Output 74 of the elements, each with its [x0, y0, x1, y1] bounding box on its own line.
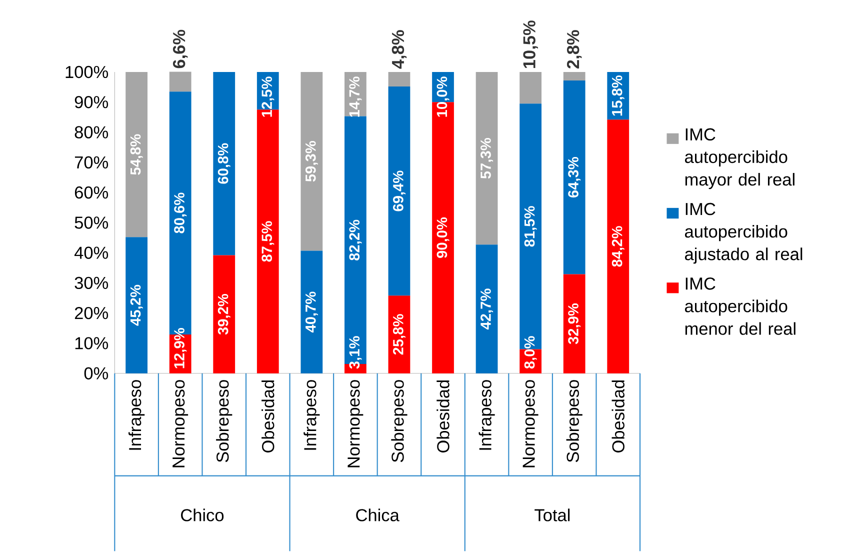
data-label: 64,3%: [568, 156, 581, 198]
data-label: 8,0%: [524, 336, 537, 369]
data-label: 42,7%: [480, 288, 494, 330]
data-label: 32,9%: [568, 303, 581, 344]
bar: [563, 72, 586, 80]
x-tick-label: Obesidad: [612, 380, 624, 452]
bar: [476, 244, 498, 374]
bar: [388, 72, 410, 86]
legend-label: IMC autopercibido ajustado al real: [685, 202, 802, 264]
data-label: 60,8%: [218, 143, 230, 184]
y-tick-label: 60%: [74, 186, 108, 199]
x-tick-label: Sobrepeso: [216, 380, 232, 462]
data-label: 69,4%: [393, 170, 406, 212]
bar: [388, 86, 410, 296]
y-tick-label: 80%: [74, 126, 108, 138]
data-label: 59,3%: [305, 141, 318, 182]
bar: [563, 274, 586, 374]
bar: [520, 72, 542, 104]
bar: [476, 72, 498, 245]
data-label: 15,8%: [612, 75, 624, 116]
data-label: 10,0%: [436, 76, 450, 117]
y-tick-label: 20%: [74, 306, 108, 320]
data-label: 4,8%: [392, 30, 407, 69]
y-tick-label: 30%: [74, 276, 108, 290]
x-tick-label: Sobrepeso: [566, 380, 582, 462]
data-label: 81,5%: [524, 206, 537, 247]
bar: [213, 255, 236, 374]
data-label: 6,6%: [172, 30, 188, 68]
text: Chico: [181, 508, 224, 522]
y-tick-label: 0%: [84, 367, 108, 380]
data-label: 82,2%: [349, 220, 362, 260]
bar: [607, 120, 630, 374]
data-label: 80,6%: [174, 192, 187, 234]
data-label: 87,5%: [262, 221, 274, 262]
x-tick-label: Normopeso: [522, 380, 538, 468]
data-label: 90,0%: [436, 217, 450, 258]
x-tick-label: Normopeso: [172, 380, 188, 468]
y-tick-label: 90%: [74, 96, 108, 108]
y-tick-label: 10%: [75, 337, 108, 350]
data-label: 84,2%: [612, 226, 624, 267]
data-label: 40,7%: [305, 292, 318, 332]
bar: [126, 237, 148, 374]
data-label: 12,5%: [262, 76, 274, 117]
text: Total: [534, 508, 570, 522]
bar: [300, 250, 323, 374]
data-label: 12,9%: [174, 328, 187, 368]
data-label: 3,1%: [349, 336, 362, 369]
bar: [169, 72, 192, 92]
x-tick-label: Infrapeso: [304, 380, 320, 450]
x-tick-label: Infrapeso: [478, 380, 495, 450]
bar: [213, 72, 236, 256]
data-label: 25,8%: [393, 314, 406, 355]
bar: [126, 72, 148, 238]
x-tick-label: Infrapeso: [128, 380, 145, 450]
bar: [563, 80, 586, 274]
data-label: 45,2%: [130, 284, 143, 326]
data-label: 2,8%: [566, 30, 582, 68]
x-tick-label: Obesidad: [436, 380, 450, 452]
y-tick-label: 50%: [74, 216, 108, 229]
bar: [300, 72, 323, 251]
x-tick-label: Obesidad: [262, 380, 274, 452]
legend-label: IMC autopercibido mayor del real: [685, 128, 794, 190]
data-label: 10,5%: [523, 20, 538, 68]
data-label: 57,3%: [480, 138, 494, 179]
x-tick-label: Sobrepeso: [391, 380, 408, 462]
data-label: 54,8%: [130, 134, 143, 175]
y-tick-label: 100%: [66, 66, 108, 78]
data-label: 39,2%: [218, 294, 230, 335]
y-tick-label: 40%: [74, 246, 108, 259]
x-tick-label: Normopeso: [348, 380, 364, 468]
y-tick-label: 70%: [74, 156, 108, 169]
text: Chica: [356, 508, 400, 522]
legend-label: IMC autopercibido menor del real: [685, 277, 796, 335]
data-label: 14,7%: [349, 76, 362, 117]
